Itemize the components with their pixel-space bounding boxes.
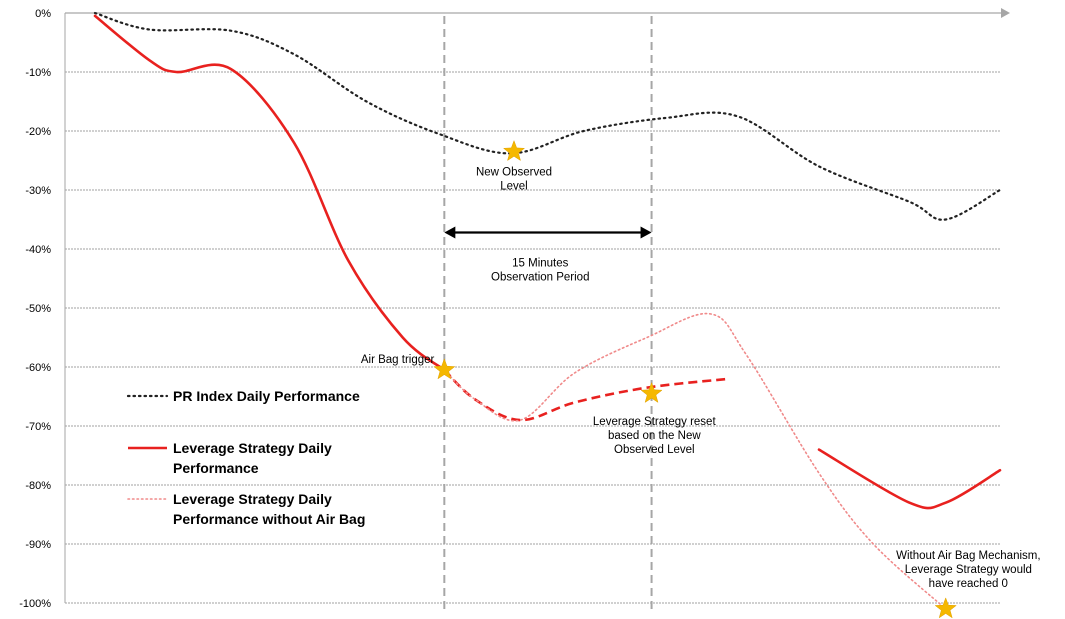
x-axis-arrowhead [1001,8,1010,18]
legend-label: PR Index Daily Performance [173,388,360,404]
y-tick-label: -100% [19,598,51,610]
series-pr-index [93,11,1002,221]
annotation-text: Leverage Strategy reset [593,416,717,428]
y-tick-label: -80% [25,480,51,492]
annotation-text: Leverage Strategy would [905,564,1032,576]
legend-label: Leverage Strategy Daily [173,491,332,507]
series-leverage-solid [93,14,446,372]
arrow-right-head [640,226,652,239]
observation-period-arrow [444,226,652,239]
annotation-text: Air Bag trigger [361,354,435,366]
annotation-text: have reached 0 [929,578,1008,590]
series-leverage-solid-end [817,448,1002,510]
arrow-left-head [444,226,456,239]
y-tick-label: -90% [25,539,51,551]
y-tick-label: 0% [35,8,51,20]
annotations: New Observed Level 15 Minutes Observation P… [361,166,1041,590]
annotation-text: Level [500,180,528,192]
y-tick-label: -20% [25,126,51,138]
series-lines [93,11,1002,610]
y-tick-label: -30% [25,185,51,197]
series-leverage-no-airbag [443,312,947,610]
legend-label: Leverage Strategy Daily [173,440,332,456]
annotation-text: 15 Minutes [512,258,569,270]
y-tick-label: -50% [25,303,51,315]
annotation-text: New Observed [476,166,552,178]
y-axis: 0% -10% -20% -30% -40% -50% -60% -70% -80% -90% -1… [19,8,66,610]
star-icon [934,597,957,619]
y-tick-label: -60% [25,362,51,374]
legend: PR Index Daily Performance Leverage Strat… [126,388,365,527]
y-tick-label: -70% [25,421,51,433]
annotation-text: based on the New [608,430,701,442]
star-markers [433,139,957,619]
period-markers [443,16,653,613]
legend-label: Performance without Air Bag [173,511,365,527]
y-tick-label: -10% [25,67,51,79]
series-leverage-dashed [443,368,729,422]
star-icon [433,358,456,380]
y-tick-label: -40% [25,244,51,256]
annotation-text: Observed Level [614,444,695,456]
annotation-text: Observation Period [491,272,589,284]
annotation-text: Without Air Bag Mechanism, [896,550,1040,562]
star-icon [502,139,526,162]
star-icon [640,381,663,403]
legend-label: Performance [173,460,259,476]
x-axis [65,8,1010,18]
